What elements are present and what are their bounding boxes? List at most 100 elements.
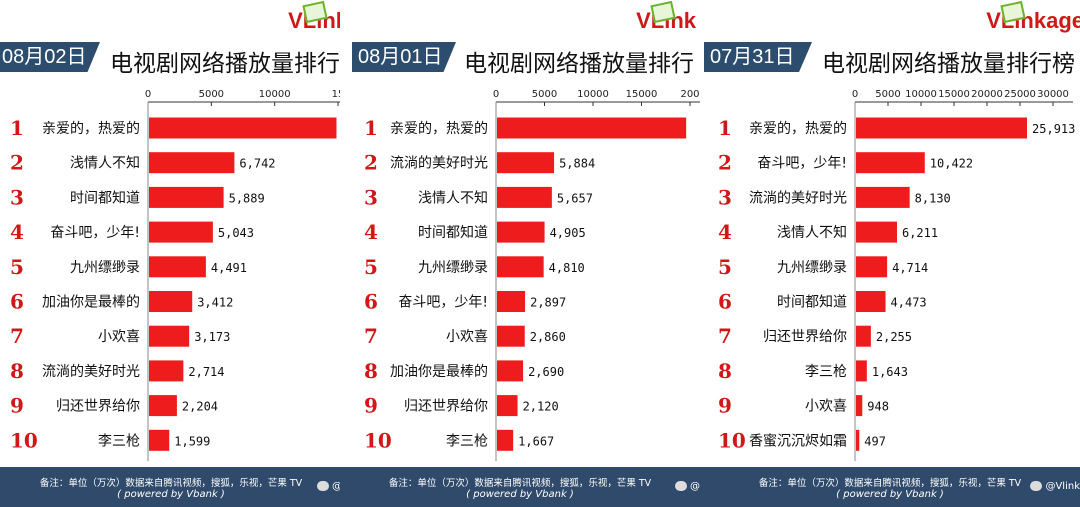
value-label: 6,742 — [239, 157, 275, 171]
rank-number: 4 — [10, 220, 24, 244]
x-tick-label: 15000 — [626, 89, 658, 100]
rank-number: 9 — [10, 394, 24, 418]
value-label: 1,599 — [174, 434, 210, 448]
bar — [497, 186, 552, 208]
rank-number: 10 — [364, 428, 392, 452]
category-label: 时间都知道 — [777, 294, 847, 311]
value-label: 4,714 — [892, 261, 928, 275]
category-label: 流淌的美好时光 — [390, 156, 488, 172]
watermark-text: @ — [332, 481, 342, 492]
category-label: 奋斗吧，少年! — [398, 295, 488, 311]
rank-number: 2 — [10, 151, 24, 175]
bar — [497, 221, 545, 243]
weibo-icon — [675, 481, 687, 491]
bar — [149, 429, 170, 451]
x-tick-label: 30000 — [1037, 89, 1069, 100]
x-tick-label: 15 — [332, 89, 342, 100]
chart-title: 电视剧网络播放量排行榜 — [822, 51, 1075, 77]
category-label: 浅情人不知 — [70, 155, 140, 172]
rank-number: 10 — [718, 428, 746, 452]
x-tick-label: 0 — [852, 89, 858, 100]
rank-number: 8 — [10, 359, 24, 383]
footer-note: 备注：单位（万次）数据来自腾讯视频，搜狐，乐视，芒果 TV — [388, 478, 652, 489]
category-label: 九州缥缈录 — [70, 260, 140, 276]
value-label: 10,422 — [930, 157, 973, 171]
category-label: 亲爱的，热爱的 — [749, 121, 847, 137]
value-label: 497 — [864, 434, 886, 448]
category-label: 时间都知道 — [70, 189, 140, 206]
x-tick-label: 0 — [493, 89, 499, 100]
bar — [497, 117, 687, 139]
x-tick-label: 10000 — [577, 89, 609, 100]
category-label: 归还世界给你 — [763, 328, 847, 345]
x-tick-label: 25000 — [1004, 89, 1036, 100]
rank-number: 2 — [364, 151, 378, 175]
date-tag: 07月31日 — [704, 42, 812, 72]
rank-number: 3 — [718, 185, 732, 209]
bar — [856, 291, 886, 312]
rank-number: 7 — [10, 324, 24, 348]
footer-note: 备注：单位（万次）数据来自腾讯视频，搜狐，乐视，芒果 TV — [39, 478, 303, 489]
bar — [856, 152, 925, 174]
category-label: 亲爱的，热爱的 — [390, 121, 488, 137]
value-label: 3,412 — [197, 296, 233, 310]
rank-number: 9 — [364, 394, 378, 418]
bar — [497, 325, 525, 347]
rank-number: 1 — [10, 116, 24, 140]
weibo-watermark: @ — [675, 481, 700, 492]
value-label: 4,810 — [549, 261, 585, 275]
chart-title: 电视剧网络播放量排行 — [464, 51, 694, 77]
rank-number: 3 — [10, 185, 24, 209]
bar — [149, 395, 177, 417]
bar — [856, 325, 871, 347]
vlink-logo: VLinkage — [986, 0, 1080, 34]
bar — [149, 186, 224, 208]
value-label: 8,130 — [915, 191, 951, 205]
bar — [856, 186, 910, 208]
category-label: 小欢喜 — [446, 329, 488, 345]
footer-bar: 备注：单位（万次）数据来自腾讯视频，搜狐，乐视，芒果 TV( powered b… — [340, 467, 700, 507]
rank-number: 10 — [10, 428, 38, 452]
bar — [149, 117, 337, 139]
rank-number: 1 — [718, 116, 732, 140]
rank-number: 5 — [718, 255, 732, 279]
value-label: 2,204 — [182, 400, 218, 414]
rank-number: 4 — [364, 220, 378, 244]
value-label: 5,657 — [557, 191, 593, 205]
watermark-text: @Vlink — [1045, 481, 1080, 492]
rank-number: 5 — [364, 255, 378, 279]
category-label: 小欢喜 — [805, 399, 847, 415]
vlink-logo: VLink — [636, 0, 696, 34]
value-label: 2,860 — [530, 330, 566, 344]
bar-chart: 0 5000 10000 15000 200 1 亲爱的，热爱的 2 流淌的美好时光 5,884 3… — [364, 89, 700, 462]
category-label: 奋斗吧，少年! — [757, 156, 847, 172]
rank-number: 7 — [718, 324, 732, 348]
rank-number: 6 — [10, 290, 24, 314]
value-label: 4,473 — [891, 296, 927, 310]
bar — [497, 152, 555, 174]
rank-number: 7 — [364, 324, 378, 348]
date-tag: 08月02日 — [0, 42, 100, 72]
bar — [856, 117, 1028, 139]
rank-number: 8 — [364, 359, 378, 383]
category-label: 奋斗吧，少年! — [50, 225, 140, 241]
value-label: 2,120 — [523, 400, 559, 414]
rank-number: 9 — [718, 394, 732, 418]
rank-number: 6 — [364, 290, 378, 314]
value-label: 1,667 — [518, 434, 554, 448]
bar — [497, 360, 524, 382]
value-label: 948 — [867, 400, 889, 414]
value-label: 4,905 — [550, 226, 586, 240]
bar — [856, 221, 897, 243]
footer-note: 备注：单位（万次）数据来自腾讯视频，搜狐，乐视，芒果 TV — [758, 478, 1022, 489]
value-label: 4,491 — [211, 261, 247, 275]
date-tag: 08月01日 — [352, 42, 456, 72]
watermark-text: @ — [690, 481, 700, 492]
value-label: 5,889 — [229, 191, 265, 205]
value-label: 2,255 — [876, 330, 912, 344]
value-label: 1,643 — [872, 365, 908, 379]
x-tick-label: 5000 — [875, 89, 900, 100]
category-label: 九州缥缈录 — [777, 260, 847, 276]
category-label: 九州缥缈录 — [418, 260, 488, 276]
